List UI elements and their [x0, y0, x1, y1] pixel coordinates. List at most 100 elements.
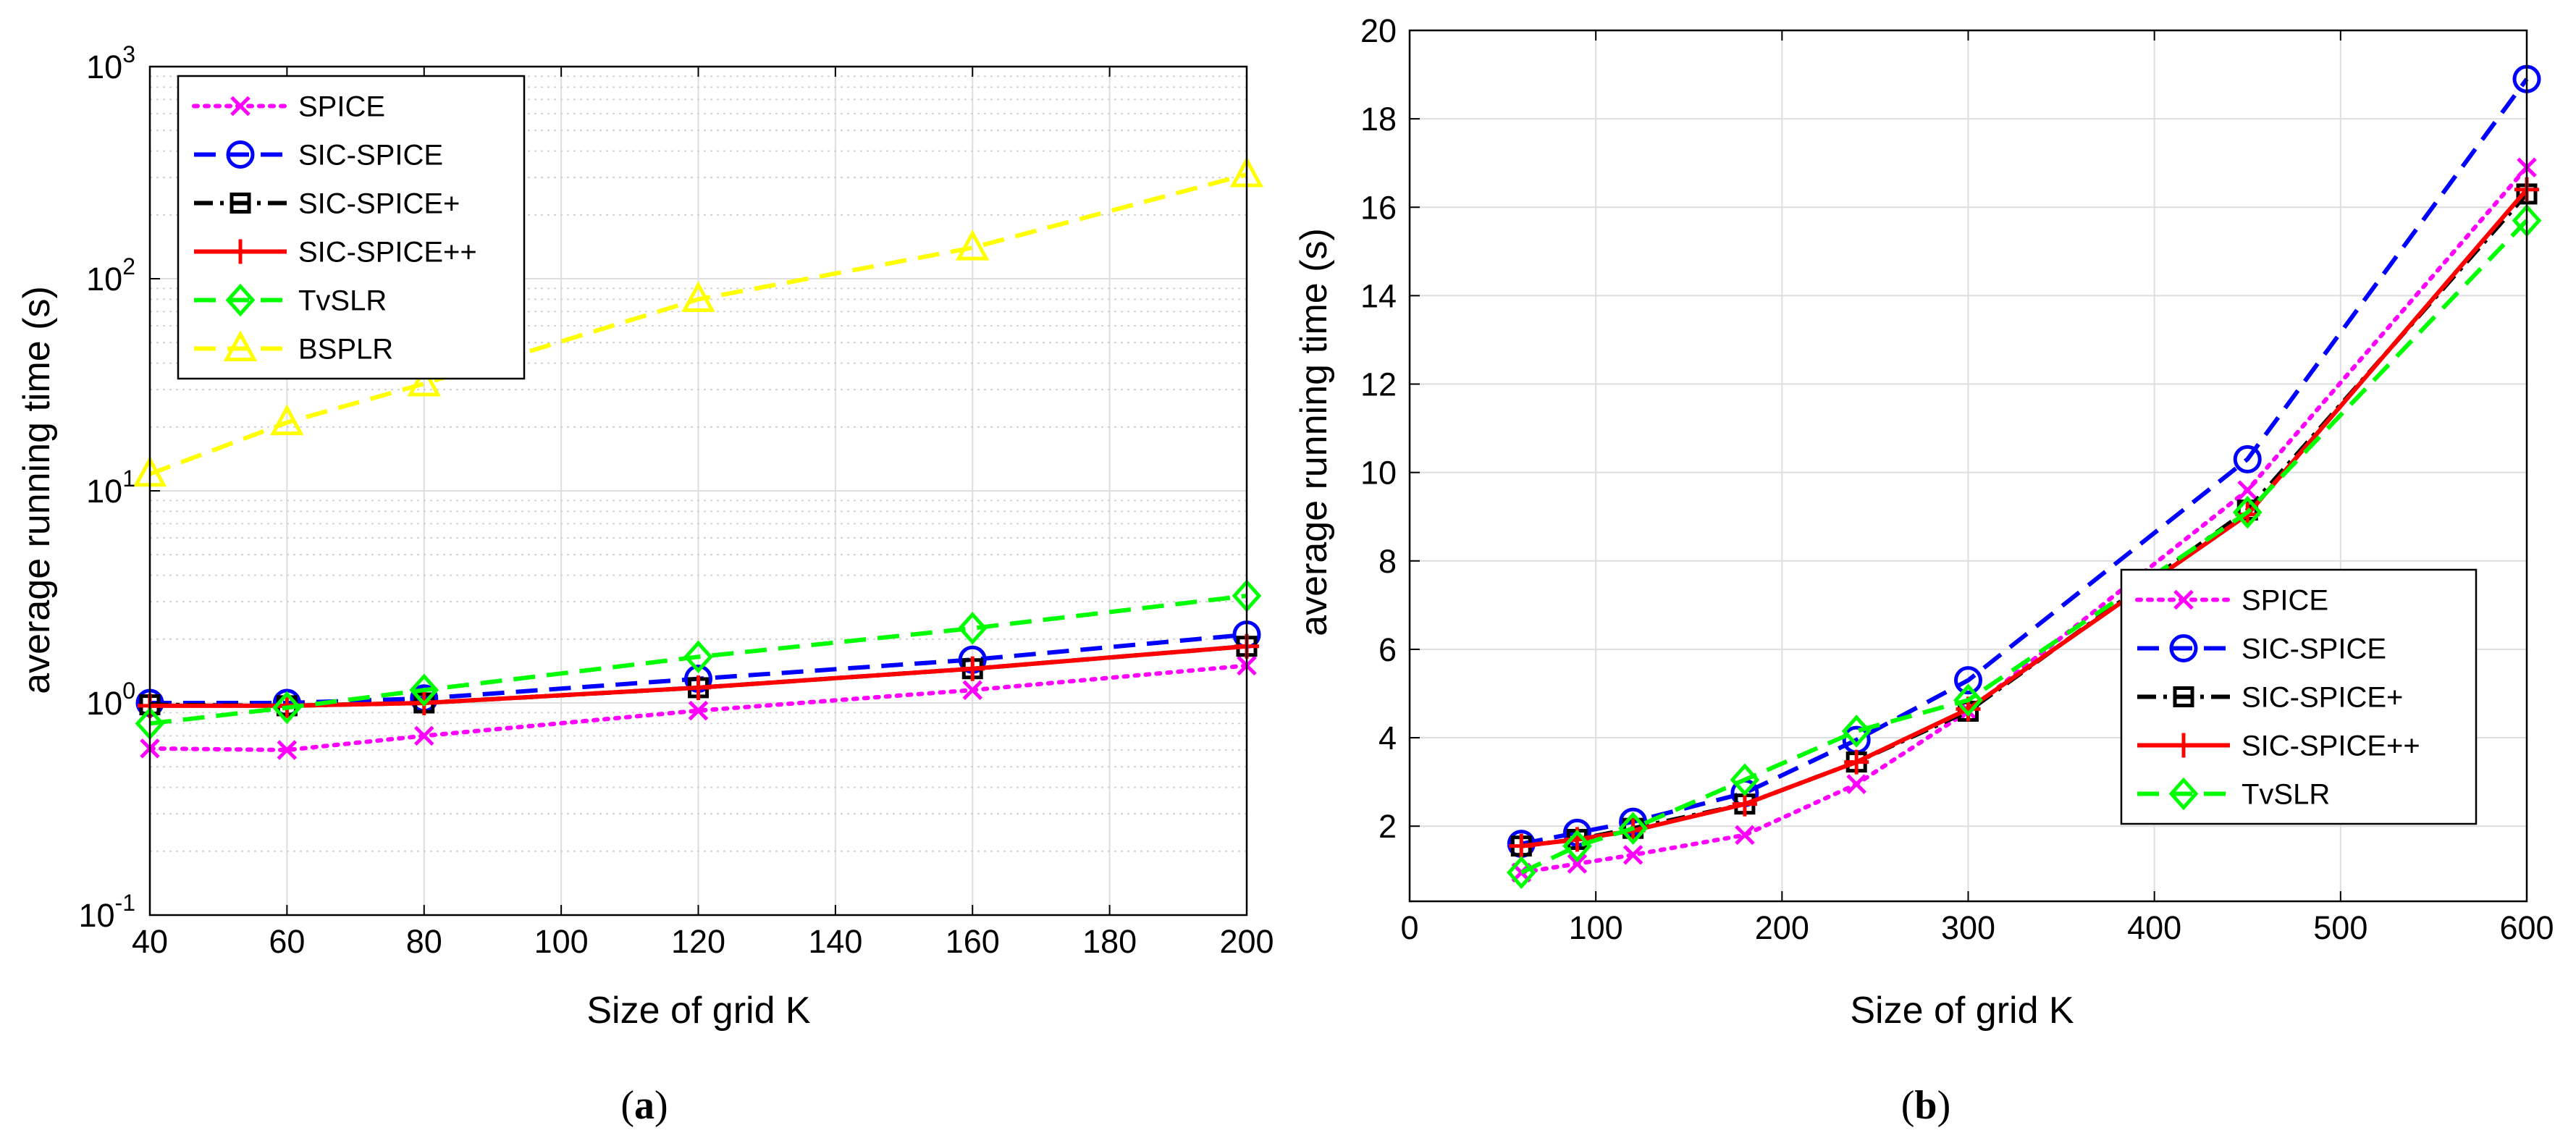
- panel-b-chart: 0 100 200 300 400 500 600 2 4 6 8 10 12 14 16 18 20 Size…: [1293, 12, 2554, 1128]
- panel-a-legend-label: SIC-SPICE+: [298, 188, 460, 220]
- panel-a-data-point: [407, 365, 441, 397]
- panel-a-xtick-label: 140: [808, 923, 862, 960]
- panel-b-xtick-label: 300: [1941, 909, 1995, 946]
- panel-b-legend: SPICE SIC-SPICE SIC-SPICE+ SIC-SPICE++ TvSLR: [2120, 568, 2478, 825]
- panel-a-chart: 40 60 80 100 120 140 160 180 20010-1100101102103…: [16, 41, 1274, 1128]
- panel-b-legend-marker: [2173, 686, 2194, 707]
- panel-a-ytick-base: 10: [86, 261, 122, 298]
- panel-a-legend-marker: [230, 193, 251, 214]
- panel-b-series-line: [1519, 165, 2529, 875]
- panel-a-legend-item: TvSLR: [194, 283, 387, 317]
- panel-b-legend-item: SPICE: [2135, 585, 2328, 617]
- panel-a-legend-item: SPICE: [192, 91, 385, 123]
- panel-b-ytick-label: 4: [1379, 720, 1397, 757]
- panel-a-data-point: [409, 673, 439, 707]
- panel-b-data-point: [1846, 774, 1866, 794]
- panel-a-data-point: [960, 656, 985, 681]
- panel-b-label: (b): [1901, 1083, 1950, 1128]
- panel-a-legend-item: SIC-SPICE: [194, 140, 443, 172]
- panel-b-ytick-label: 14: [1360, 277, 1397, 314]
- panel-a-series-line: [150, 632, 1247, 705]
- panel-a-legend-marker: [223, 330, 258, 361]
- panel-a-xtick-label: 100: [534, 923, 589, 960]
- panel-b-legend-marker: [2169, 634, 2198, 662]
- panel-b-ytick-label: 6: [1379, 631, 1397, 668]
- panel-b-xtick-label: 0: [1400, 909, 1418, 946]
- panel-a-legend-label: SIC-SPICE: [298, 140, 443, 172]
- panel-b-ytick-label: 18: [1360, 101, 1397, 138]
- panel-a-legend-marker: [230, 96, 251, 117]
- panel-a-xlabel: Size of grid K: [586, 990, 811, 1032]
- panel-b-xtick-label: 200: [1755, 909, 1809, 946]
- panel-a-ytick-label: 102: [86, 253, 135, 298]
- panel-a-data-point: [962, 680, 983, 700]
- panel-b-ytick-label: 16: [1360, 189, 1397, 226]
- panel-b-legend-item: SIC-SPICE: [2137, 633, 2386, 665]
- panel-b-data-point: [1844, 749, 1869, 775]
- panel-a-ytick-label: 10-1: [78, 890, 135, 934]
- panel-a-ytick-exp: -1: [115, 890, 135, 916]
- panel-b-data-point: [2232, 495, 2263, 529]
- panel-a-legend-label: TvSLR: [298, 285, 387, 317]
- panel-b-xtick-label: 100: [1569, 909, 1623, 946]
- panel-b-legend-item: TvSLR: [2137, 777, 2330, 811]
- panel-a-ytick-exp: 2: [122, 253, 135, 279]
- panel-a-data-point: [957, 612, 988, 645]
- panel-b-data-point: [1506, 856, 1536, 890]
- panel-a-series-line: [148, 172, 1247, 476]
- panel-b-series: [1506, 64, 2542, 890]
- panel-b-data-point: [2233, 445, 2262, 473]
- panel-b-data-point: [1841, 715, 1872, 748]
- panel-b-legend-label: TvSLR: [2242, 779, 2330, 811]
- panel-a-ytick-base: 10: [86, 473, 122, 510]
- panel-b-ytick-label: 2: [1379, 808, 1397, 845]
- panel-a-ytick-base: 10: [78, 897, 114, 934]
- panel-b-legend-label: SPICE: [2242, 585, 2328, 617]
- panel-b-legend-marker: [2173, 589, 2194, 610]
- panel-a-legend-item: BSPLR: [194, 330, 393, 366]
- panel-a-xtick-label: 80: [406, 923, 442, 960]
- panel-a-series: [132, 156, 1264, 760]
- panel-b-legend-marker: [2171, 733, 2196, 758]
- panel-a-ytick-label: 101: [86, 465, 135, 510]
- panel-a-series-tvslr: [135, 579, 1262, 741]
- panel-b-data-point: [1954, 666, 1982, 695]
- panel-a-xtick-label: 120: [671, 923, 725, 960]
- panel-b-ytick-label: 12: [1360, 366, 1397, 403]
- panel-a-data-point: [277, 740, 298, 760]
- panel-b-legend-marker: [2168, 777, 2199, 811]
- panel-b-data-point: [1562, 829, 1592, 863]
- panel-a-ytick-exp: 1: [122, 465, 135, 492]
- panel-a-xtick-label: 200: [1219, 923, 1274, 960]
- panel-b-data-point: [1618, 812, 1648, 845]
- panel-a-series-line: [149, 594, 1247, 726]
- panel-b-ylabel: average running time (s): [1293, 228, 1335, 636]
- panel-b-data-point: [1622, 845, 1643, 865]
- panel-b-xtick-label: 600: [2499, 909, 2554, 946]
- panel-b-xtick-label: 500: [2313, 909, 2367, 946]
- panel-a-ytick-base: 10: [86, 49, 122, 85]
- panel-b-ytick-label: 20: [1360, 12, 1397, 49]
- panel-a-data-point: [272, 691, 302, 725]
- panel-a-legend-item: SIC-SPICE++: [194, 237, 477, 269]
- panel-a-legend-marker: [225, 283, 256, 317]
- panel-a-data-point: [413, 725, 434, 746]
- panel-a-legend-label: BSPLR: [298, 334, 393, 366]
- panel-a-ytick-base: 10: [86, 685, 122, 722]
- panel-a-data-point: [683, 640, 713, 674]
- panel-b-data-point: [1953, 683, 1983, 717]
- panel-a-xtick-label: 160: [946, 923, 1000, 960]
- panel-a-label: (a): [620, 1083, 668, 1128]
- panel-b-ytick-label: 10: [1360, 455, 1397, 492]
- panel-b-legend-label: SIC-SPICE++: [2242, 730, 2420, 762]
- panel-a-data-point: [686, 675, 711, 700]
- panel-a-legend-box: [177, 75, 526, 380]
- panel-b-xtick-label: 400: [2127, 909, 2181, 946]
- panel-a-data-point: [681, 281, 715, 312]
- panel-a-ylabel: average running time (s): [16, 286, 58, 694]
- panel-b-ytick-label: 8: [1379, 543, 1397, 580]
- panel-b-data-point: [1735, 825, 1755, 846]
- panel-a-xtick-label: 60: [269, 923, 305, 960]
- panel-b-legend-item: SIC-SPICE++: [2137, 730, 2420, 762]
